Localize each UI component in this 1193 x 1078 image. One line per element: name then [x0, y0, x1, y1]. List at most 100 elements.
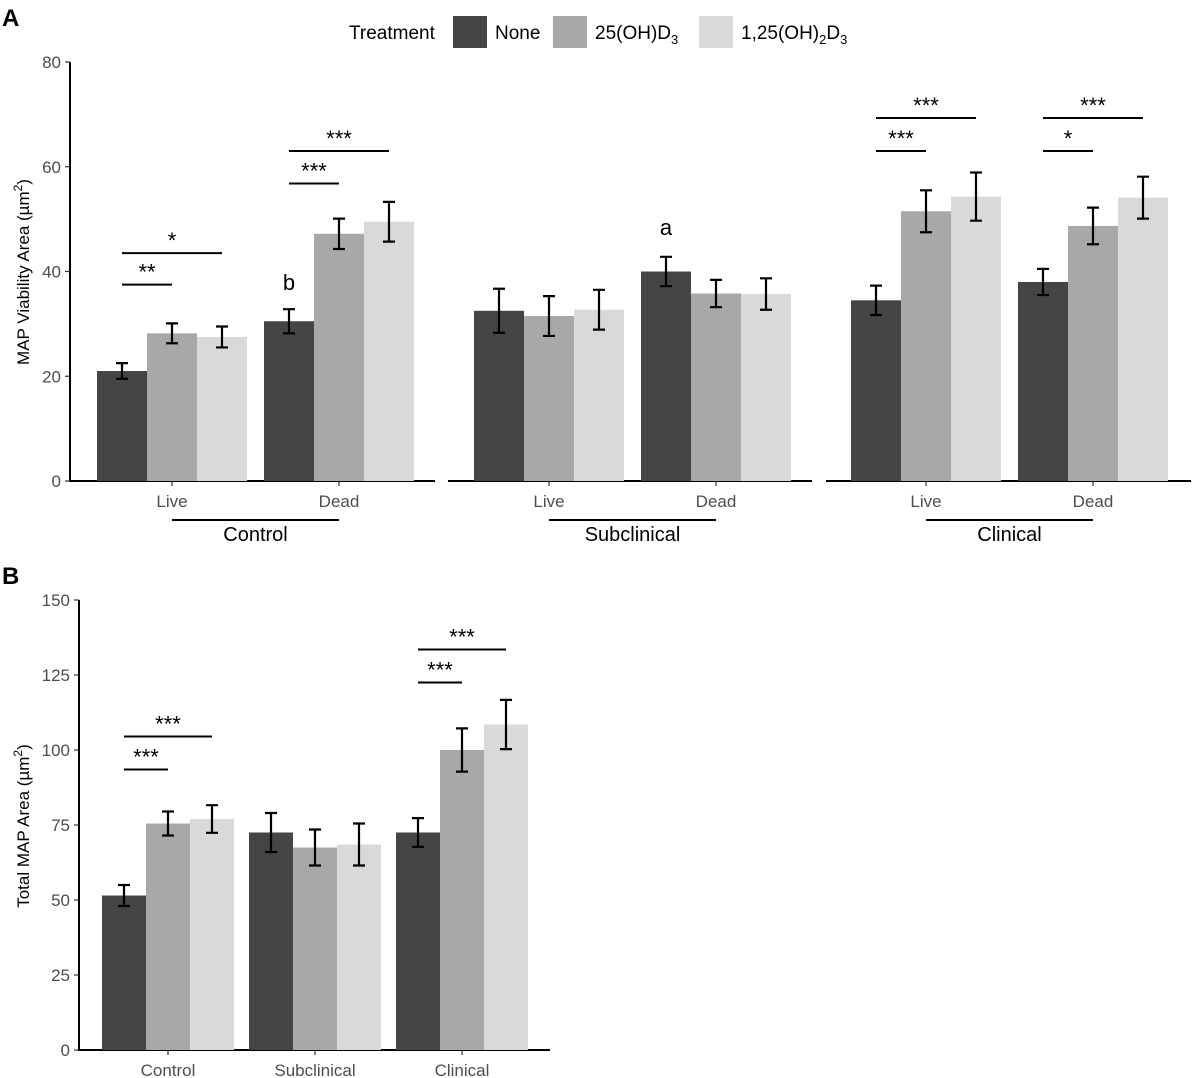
- panel-b-ytick-label: 150: [42, 591, 70, 610]
- panel-a-bar-clinical-dead-1: [1068, 225, 1118, 481]
- panel-a-sig-control-2-label: ***: [301, 159, 327, 184]
- panel-b-bar-control-1: [146, 823, 190, 1050]
- legend-label-125oh2d3-main: 1,25(OH): [741, 23, 819, 44]
- panel-b-sig-0-label: ***: [133, 745, 159, 770]
- panel-a-xtick-label-clinical-live: Live: [910, 492, 941, 511]
- panel-a-bar-control-dead-1: [314, 233, 364, 481]
- panel-a-errbar-control-dead-2: [383, 200, 395, 243]
- panel-a-sig-clinical-3-label: ***: [1080, 93, 1106, 118]
- panel-a-errbar-subclinical-dead-2: [760, 277, 772, 311]
- legend-label-none: None: [495, 23, 540, 44]
- panel-a-bar-subclinical-dead-2: [741, 294, 791, 481]
- panel-a-errbar-clinical-live-2: [970, 171, 982, 222]
- legend-swatch-125oh2d3: [699, 16, 733, 48]
- panel-a-letter-control-0: b: [283, 270, 295, 295]
- panel-a-errbar-clinical-dead-0: [1037, 267, 1049, 297]
- panel-b-bar-subclinical-1: [293, 847, 337, 1050]
- panel-a-bar-clinical-live-1: [901, 211, 951, 482]
- panel-b-xtick-label-subclinical: Subclinical: [274, 1061, 355, 1078]
- panel-b-sig-2-label: ***: [427, 658, 453, 683]
- panel-a-errbar-control-live-0: [116, 362, 128, 380]
- panel-a-sig-clinical-1-label: ***: [913, 93, 939, 118]
- panel-a-bar-control-dead-0: [264, 321, 314, 481]
- panel-a-ylabel-base: MAP Viability Area (µm: [14, 191, 33, 365]
- panel-a-bar-subclinical-live-1: [524, 316, 574, 481]
- panel-b-bar-subclinical-0: [249, 832, 293, 1050]
- panel-a-bar-control-live-1: [147, 333, 197, 481]
- panel-a-bar-control-live-0: [97, 371, 147, 481]
- legend-label-125oh2d3: 1,25(OH)2D3: [741, 23, 847, 47]
- panel-b-xtick-label-control: Control: [141, 1061, 196, 1078]
- panel-b-ytick-label: 100: [42, 741, 70, 760]
- panel-a-bar-control-dead-2: [364, 221, 414, 481]
- panel-a-errbar-control-dead-1: [333, 217, 345, 251]
- panel-a-sig-control-1-label: *: [168, 228, 177, 253]
- legend-label-25ohd3-sub: 3: [671, 32, 678, 47]
- legend-swatch-none: [453, 16, 487, 48]
- panel-a-tag: A: [2, 5, 19, 32]
- panel-a-bar-clinical-live-0: [851, 300, 901, 481]
- panel-a-ytick-label: 20: [42, 367, 61, 386]
- panel-a-errbar-clinical-live-0: [870, 284, 882, 317]
- panel-b-bar-clinical-2: [484, 724, 528, 1050]
- legend-label-125oh2d3-mid: D: [826, 23, 840, 44]
- panel-a-bar-clinical-dead-2: [1118, 197, 1168, 481]
- panel-b-bar-subclinical-2: [337, 844, 381, 1050]
- panel-b-ylabel: Total MAP Area (µm2): [11, 744, 33, 908]
- panel-b-ytick-label: 50: [51, 891, 70, 910]
- panel-a-sig-control-0-label: **: [138, 260, 156, 285]
- panel-a-group-label-control: Control: [223, 524, 287, 546]
- panel-a-xtick-label-subclinical-live: Live: [533, 492, 564, 511]
- panel-a-ylabel-sup: 2: [11, 184, 25, 191]
- panel-b-errbar-subclinical-0: [265, 811, 277, 854]
- panel-b-errbar-clinical-2: [500, 698, 512, 751]
- panel-b-errbar-subclinical-1: [309, 828, 321, 867]
- panel-b-errbar-control-0: [118, 883, 130, 908]
- panel-a-errbar-subclinical-dead-0: [660, 255, 672, 288]
- panel-a-errbar-control-live-1: [166, 322, 178, 345]
- panel-a-bar-subclinical-dead-0: [641, 271, 691, 481]
- panel-b-ytick-label: 25: [51, 966, 70, 985]
- panel-a-ytick-label: 80: [42, 53, 61, 72]
- panel-a-ytick-label: 0: [52, 472, 61, 491]
- legend-label-125oh2d3-sub2: 3: [840, 32, 847, 47]
- panel-a-ylabel-end: ): [14, 179, 33, 185]
- panel-b-ylabel-sup: 2: [11, 750, 25, 757]
- panel-a-errbar-subclinical-live-0: [493, 287, 505, 334]
- panel-a-sig-clinical-2-label: *: [1064, 126, 1073, 151]
- panel-a-group-label-subclinical: Subclinical: [585, 524, 681, 546]
- panel-a-errbar-subclinical-live-2: [593, 288, 605, 331]
- panel-a-bar-subclinical-dead-1: [691, 293, 741, 481]
- panel-a-errbar-subclinical-live-1: [543, 295, 555, 338]
- panel-b-ylabel-end: ): [14, 744, 33, 750]
- panel-a-errbar-clinical-dead-1: [1087, 206, 1099, 246]
- panel-a-errbar-clinical-live-1: [920, 189, 932, 234]
- panel-a-bar-control-live-2: [197, 336, 247, 481]
- panel-b-sig-3-label: ***: [449, 625, 475, 650]
- legend: Treatment None 25(OH)D3 1,25(OH)2D3: [349, 16, 847, 48]
- legend-label-125oh2d3-sub1: 2: [819, 32, 826, 47]
- panel-b-bar-clinical-0: [396, 832, 440, 1050]
- panel-a-ylabel: MAP Viability Area (µm2): [11, 179, 33, 365]
- panel-a-errbar-control-live-2: [216, 325, 228, 349]
- panel-a-bar-subclinical-live-0: [474, 310, 524, 481]
- legend-label-25ohd3: 25(OH)D3: [595, 23, 678, 47]
- panel-b-ytick-label: 0: [61, 1041, 70, 1060]
- panel-a-errbar-control-dead-0: [283, 308, 295, 335]
- panel-b-ytick-label: 75: [51, 816, 70, 835]
- panel-a-errbar-clinical-dead-2: [1137, 175, 1149, 220]
- panel-b-bar-clinical-1: [440, 750, 484, 1050]
- panel-b-tag: B: [2, 563, 19, 590]
- legend-swatch-25ohd3: [553, 16, 587, 48]
- legend-label-25ohd3-main: 25(OH)D: [595, 23, 671, 44]
- panel-b-chart: Total MAP Area (µm2) 0 25 50 75 100 125 150 Con…: [11, 591, 550, 1078]
- panel-a-xtick-label-clinical-dead: Dead: [1073, 492, 1114, 511]
- panel-b-ytick-label: 125: [42, 666, 70, 685]
- panel-b-bar-control-2: [190, 819, 234, 1050]
- panel-b-sig-1-label: ***: [155, 712, 181, 737]
- panel-a-ytick-label: 60: [42, 158, 61, 177]
- panel-a-xtick-label-control-live: Live: [156, 492, 187, 511]
- panel-b-bar-control-0: [102, 895, 146, 1050]
- panel-a-sig-clinical-0-label: ***: [888, 126, 914, 151]
